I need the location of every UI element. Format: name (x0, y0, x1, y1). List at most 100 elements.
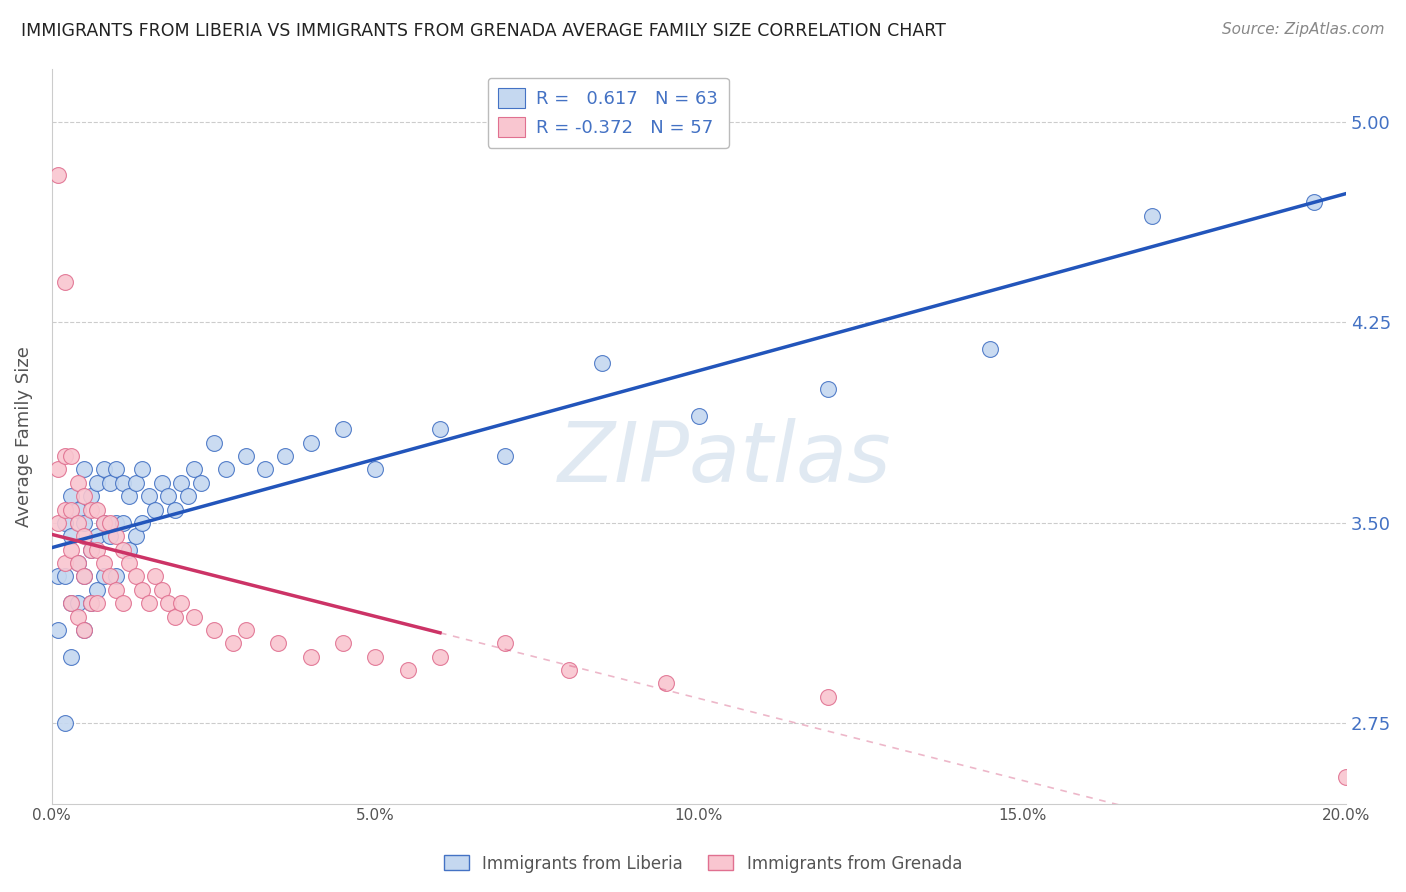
Point (125, 529, 148, 543)
Point (105, 569, 128, 583)
Point (125, 475, 148, 490)
Point (183, 462, 205, 476)
Point (1302, 195, 1324, 210)
Point (429, 422, 451, 436)
Point (364, 649, 387, 664)
Point (105, 582, 128, 597)
Point (46, 462, 69, 476)
Legend: R =   0.617   N = 63, R = -0.372   N = 57: R = 0.617 N = 63, R = -0.372 N = 57 (488, 78, 728, 148)
Point (105, 529, 128, 543)
Point (79, 502, 101, 516)
Point (299, 649, 322, 664)
Point (170, 475, 193, 490)
Point (73, 462, 96, 476)
Point (86, 542, 108, 557)
Point (143, 502, 166, 516)
Point (60, 489, 83, 503)
Point (688, 409, 710, 423)
Point (1140, 209, 1163, 223)
Point (60, 596, 83, 610)
Point (105, 516, 128, 530)
Point (235, 449, 257, 463)
Point (98, 475, 121, 490)
Point (163, 502, 186, 516)
Point (202, 435, 225, 450)
Point (235, 623, 257, 637)
Point (53, 449, 76, 463)
Point (66, 556, 89, 570)
Point (66, 609, 89, 624)
Point (150, 582, 173, 597)
Point (66, 596, 89, 610)
Point (176, 489, 198, 503)
Point (73, 489, 96, 503)
Point (494, 449, 516, 463)
Point (817, 382, 839, 396)
Point (332, 636, 354, 650)
Point (817, 690, 839, 704)
Point (53, 276, 76, 290)
Point (60, 449, 83, 463)
Point (60, 542, 83, 557)
Point (111, 596, 134, 610)
Point (215, 462, 238, 476)
Point (111, 542, 134, 557)
Point (46, 516, 69, 530)
Point (157, 489, 180, 503)
Point (93, 516, 115, 530)
Point (86, 475, 108, 490)
Point (60, 502, 83, 516)
Point (125, 569, 148, 583)
Point (53, 556, 76, 570)
Point (66, 502, 89, 516)
Point (73, 529, 96, 543)
Point (79, 542, 101, 557)
Point (53, 516, 76, 530)
Point (73, 569, 96, 583)
Point (1334, 770, 1357, 784)
Point (66, 475, 89, 490)
Point (118, 542, 141, 557)
Point (111, 475, 134, 490)
Point (73, 623, 96, 637)
Point (332, 422, 354, 436)
Point (364, 462, 387, 476)
Point (170, 596, 193, 610)
Point (46, 569, 69, 583)
Point (267, 636, 290, 650)
Point (396, 663, 419, 677)
Point (66, 556, 89, 570)
Point (86, 529, 108, 543)
Point (591, 355, 613, 369)
Point (86, 582, 108, 597)
Point (150, 475, 173, 490)
Point (299, 435, 322, 450)
Point (86, 596, 108, 610)
Point (98, 516, 121, 530)
Point (93, 462, 115, 476)
Point (190, 475, 212, 490)
Point (183, 609, 205, 624)
Point (79, 542, 101, 557)
Point (202, 623, 225, 637)
Point (157, 596, 180, 610)
Point (73, 623, 96, 637)
Point (118, 489, 141, 503)
Point (53, 502, 76, 516)
Point (79, 596, 101, 610)
Y-axis label: Average Family Size: Average Family Size (15, 345, 32, 526)
Point (86, 502, 108, 516)
Point (254, 462, 277, 476)
Point (131, 582, 153, 597)
Point (138, 489, 160, 503)
Point (558, 663, 581, 677)
Point (73, 569, 96, 583)
Point (79, 489, 101, 503)
Text: Source: ZipAtlas.com: Source: ZipAtlas.com (1222, 22, 1385, 37)
Legend: Immigrants from Liberia, Immigrants from Grenada: Immigrants from Liberia, Immigrants from… (437, 848, 969, 880)
Point (60, 596, 83, 610)
Point (73, 516, 96, 530)
Point (131, 516, 153, 530)
Point (98, 569, 121, 583)
Point (131, 462, 153, 476)
